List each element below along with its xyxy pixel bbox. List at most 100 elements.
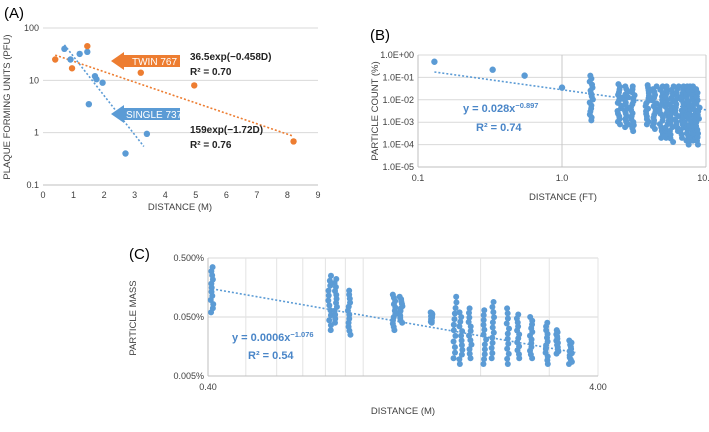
data-point-c: [326, 302, 333, 309]
y-tick-label-b: 1.0E-02: [382, 95, 414, 105]
data-point-b: [675, 83, 682, 90]
y-tick-label-b: 1.0E-01: [382, 72, 414, 82]
data-point-c: [450, 321, 457, 328]
data-point-a: [191, 82, 198, 89]
data-point-c: [327, 327, 334, 334]
y-tick-label-c: 0.050%: [173, 312, 204, 322]
trendline-single: [63, 44, 145, 147]
data-point-b: [587, 72, 594, 79]
data-point-c: [489, 339, 496, 346]
data-point-c: [458, 314, 465, 321]
data-point-c: [505, 350, 512, 357]
data-point-c: [505, 340, 512, 347]
data-point-c: [488, 345, 495, 352]
chart-c: 0.005% 0.050% 0.500% 0.40 4.00 y = 0.0006x−1…: [128, 253, 607, 417]
data-point-c: [566, 337, 573, 344]
data-point-a: [143, 130, 151, 138]
data-point-c: [480, 317, 487, 324]
data-point-c: [504, 310, 511, 317]
data-point-c: [452, 304, 459, 311]
data-point-c: [504, 305, 511, 312]
data-point-c: [490, 309, 497, 316]
data-point-a: [93, 76, 100, 83]
data-point-c: [489, 319, 496, 326]
x-tick-label-a: 7: [254, 190, 259, 200]
data-point-c: [544, 319, 551, 326]
data-point-c: [451, 310, 458, 317]
data-point-c: [506, 325, 513, 332]
x-tick-label-a: 1: [71, 190, 76, 200]
data-point-c: [466, 305, 473, 312]
data-point-c: [481, 307, 488, 314]
data-point-c: [453, 293, 460, 300]
data-point-c: [488, 355, 495, 362]
points-b: [431, 58, 703, 148]
data-point-c: [504, 330, 511, 337]
data-point-a: [122, 150, 129, 157]
data-point-c: [456, 309, 463, 316]
data-point-c: [466, 314, 473, 321]
callout-single-label: SINGLE 737: [126, 110, 183, 121]
trend-r2-c: R² = 0.54: [248, 350, 294, 362]
data-point-c: [325, 292, 332, 299]
ticks-c: 0.005% 0.050% 0.500% 0.40 4.00: [173, 253, 606, 392]
data-point-c: [490, 298, 497, 305]
y-axis-title-b: PARTICLE COUNT (%): [370, 61, 381, 160]
gridlines-a: [43, 27, 318, 186]
x-tick-label-a: 5: [193, 190, 198, 200]
data-point-b: [685, 98, 692, 105]
data-point-c: [333, 276, 340, 283]
arrow-icon-twin: [111, 52, 180, 70]
data-point-c: [553, 327, 560, 334]
data-point-b: [521, 72, 528, 79]
data-point-b: [629, 83, 636, 90]
ticks-b: 1.0E-05 1.0E-04 1.0E-03 1.0E-02 1.0E-01 1.0E+…: [380, 50, 709, 183]
trend-equation-b: y = 0.028x−0.897: [463, 101, 538, 115]
data-point-a: [84, 48, 91, 56]
data-point-c: [527, 314, 534, 320]
x-tick-label-b: 1.0: [556, 173, 569, 183]
data-point-c: [389, 291, 396, 298]
data-point-c: [483, 336, 490, 343]
trendline-twin: [54, 54, 294, 138]
data-point-c: [466, 350, 473, 357]
x-axis-title-b: DISTANCE (FT): [529, 192, 597, 203]
data-point-b: [431, 58, 438, 65]
gridlines-b: [417, 54, 707, 168]
panel-label-c: (C): [129, 246, 150, 263]
data-point-c: [467, 323, 474, 330]
x-tick-label-a: 6: [224, 190, 229, 200]
data-point-c: [452, 349, 459, 356]
data-point-c: [452, 332, 459, 339]
data-point-c: [480, 312, 487, 319]
data-point-c: [451, 344, 458, 351]
data-point-c: [465, 318, 472, 325]
trend-label-twin: 36.5exp(−0.458D): [190, 52, 271, 63]
data-point-c: [481, 341, 488, 348]
data-point-c: [459, 328, 466, 335]
data-point-c: [458, 342, 465, 349]
data-point-c: [450, 327, 457, 334]
data-point-a: [290, 138, 297, 145]
data-point-c: [489, 324, 496, 331]
data-point-c: [491, 314, 498, 321]
trend-r2-b: R² = 0.74: [476, 122, 522, 134]
data-point-a: [67, 56, 74, 63]
data-point-c: [466, 332, 473, 339]
data-point-c: [450, 338, 457, 345]
data-point-c: [504, 355, 511, 362]
data-point-c: [458, 337, 465, 344]
data-point-c: [515, 311, 522, 318]
data-point-b: [663, 83, 670, 90]
data-point-c: [490, 329, 497, 336]
data-point-c: [467, 337, 474, 344]
trend-equation-c: y = 0.0006x−1.076: [232, 330, 314, 344]
y-tick-label-a: 10: [29, 75, 39, 85]
data-point-c: [489, 334, 496, 341]
data-point-c: [468, 341, 475, 348]
data-point-b: [693, 86, 700, 93]
data-point-c: [480, 360, 487, 367]
data-point-c: [489, 350, 496, 357]
